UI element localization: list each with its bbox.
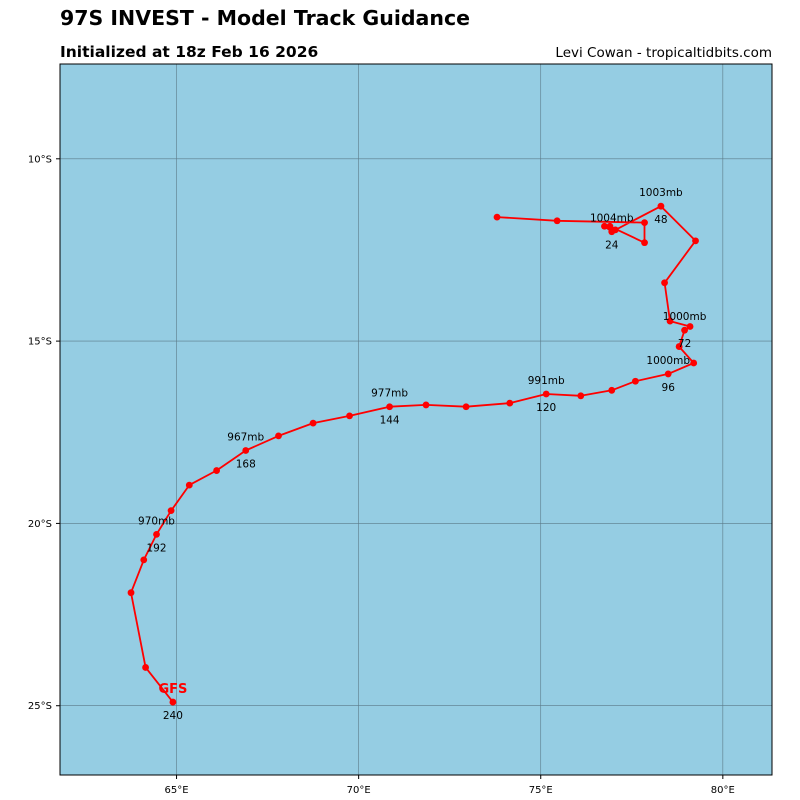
track-point	[606, 222, 614, 230]
y-tick-label: 25°S	[28, 701, 52, 712]
x-tick-label: 80°E	[711, 785, 735, 796]
forecast-hour-label: 168	[236, 458, 256, 470]
model-track	[127, 202, 699, 706]
track-point	[608, 386, 616, 394]
map-grid	[60, 64, 772, 775]
forecast-hour-label: 192	[146, 542, 166, 554]
track-point	[169, 698, 177, 706]
axis-ticks: 65°E 70°E 75°E 80°E 10°S 15°S 20°S 25°S	[28, 154, 735, 796]
track-point	[661, 279, 668, 287]
track-point	[142, 664, 149, 671]
forecast-hour-label: 72	[678, 338, 691, 350]
x-tick-label: 75°E	[529, 785, 553, 796]
forecast-hour-label: 144	[380, 415, 400, 427]
track-point	[641, 239, 648, 247]
track-point	[462, 403, 470, 411]
pressure-label: 967mb	[227, 431, 264, 443]
forecast-hour-label: 48	[654, 214, 667, 226]
track-point	[657, 202, 665, 210]
track-point	[167, 507, 175, 515]
pressure-label: 991mb	[528, 375, 565, 387]
track-point	[386, 403, 393, 411]
track-point	[675, 343, 683, 350]
forecast-hour-label: 120	[536, 402, 556, 414]
pressure-label: 970mb	[138, 515, 175, 527]
credit-text: Levi Cowan - tropicaltidbits.com	[555, 45, 772, 61]
pressure-label: 1000mb	[646, 355, 690, 367]
track-point	[422, 401, 430, 409]
track-point	[213, 467, 221, 474]
track-point	[185, 481, 193, 489]
model-name-label: GFS	[158, 682, 187, 697]
track-point	[690, 359, 698, 367]
pressure-label: 1000mb	[663, 311, 707, 323]
forecast-hour-label: 240	[163, 710, 183, 722]
x-tick-label: 70°E	[347, 785, 371, 796]
track-point	[242, 447, 250, 454]
track-point	[611, 226, 619, 234]
y-tick-label: 20°S	[28, 519, 52, 530]
x-tick-label: 65°E	[165, 785, 189, 796]
track-point	[493, 213, 501, 221]
chart-subtitle: Initialized at 18z Feb 16 2026	[60, 43, 319, 61]
track-point	[601, 222, 608, 230]
track-point	[641, 219, 648, 227]
track-point	[664, 370, 672, 378]
track-point	[553, 217, 561, 225]
track-point	[140, 556, 148, 564]
track-point	[577, 392, 585, 400]
y-tick-label: 15°S	[28, 337, 52, 348]
chart-title: 97S INVEST - Model Track Guidance	[60, 6, 471, 30]
pressure-label: 1003mb	[639, 187, 683, 199]
track-point	[127, 589, 135, 597]
track-point	[542, 390, 550, 398]
track-point	[686, 323, 694, 330]
track-point	[275, 432, 282, 440]
track-point	[309, 419, 317, 427]
track-point	[666, 317, 674, 325]
map-frame	[59, 63, 773, 776]
track-point	[506, 399, 514, 407]
pressure-label: 977mb	[371, 388, 408, 400]
track-labels: 1004mb 24 1003mb 48 1000mb 72 1000mb 96 991mb 120…	[138, 187, 707, 722]
track-point	[346, 412, 353, 420]
track-point	[681, 326, 688, 334]
forecast-hour-label: 24	[605, 240, 619, 252]
track-point	[632, 377, 639, 385]
track-point	[153, 530, 160, 538]
track-point	[692, 237, 699, 245]
y-tick-label: 10°S	[28, 154, 52, 165]
pressure-label: 1004mb	[590, 213, 634, 225]
forecast-hour-label: 96	[662, 382, 676, 394]
map-ocean-background	[60, 64, 772, 775]
